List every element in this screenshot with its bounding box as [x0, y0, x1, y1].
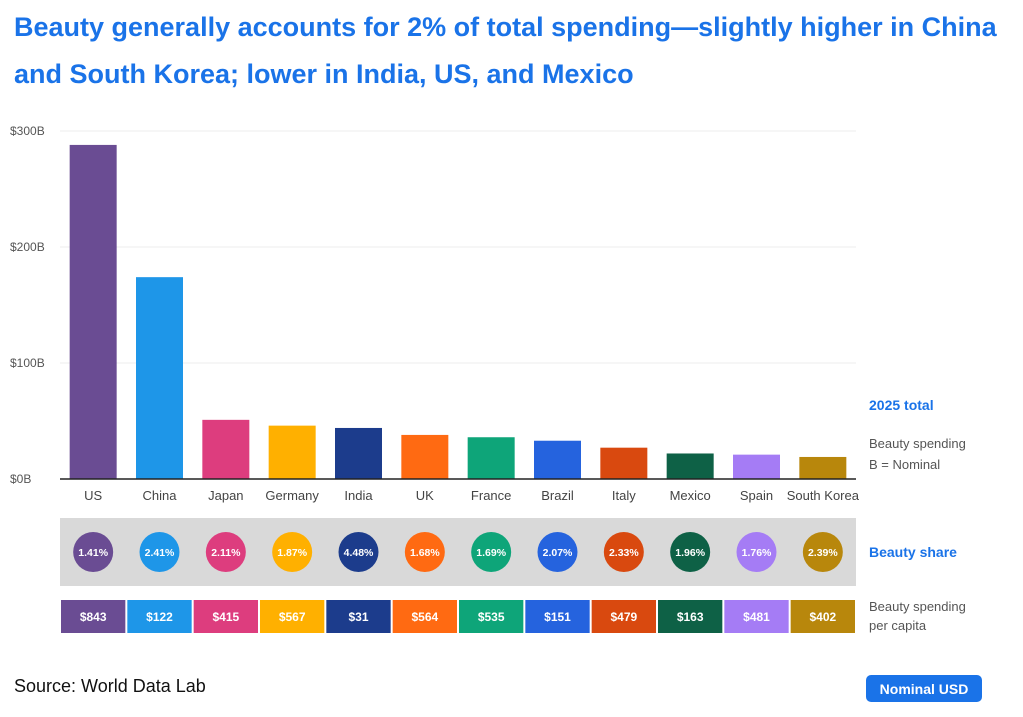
beauty-share-panel	[60, 518, 856, 586]
x-axis-labels: US China Japan Germany India UK France Brazil It…	[84, 488, 860, 503]
source-note: Source: World Data Lab	[14, 676, 206, 696]
bar-china	[136, 277, 183, 479]
x-tick-label: China	[143, 488, 178, 503]
bar-france	[467, 437, 515, 479]
legend-total-title: 2025 total	[869, 397, 934, 413]
beauty-share-value: 2.33%	[609, 547, 639, 559]
per-capita-value: $402	[809, 610, 836, 624]
beauty-share-value: 2.41%	[145, 547, 175, 559]
per-capita-value: $567	[279, 610, 306, 624]
per-capita-cell	[392, 600, 457, 633]
per-capita-cell	[591, 600, 656, 633]
beauty-share-circle	[603, 532, 644, 572]
page-title: Beauty generally accounts for 2% of tota…	[14, 12, 997, 89]
bar-japan	[202, 419, 250, 479]
y-tick-label: $0B	[10, 472, 31, 486]
beauty-share-value: 2.39%	[808, 547, 838, 559]
legend-share-title: Beauty share	[869, 544, 957, 560]
beauty-share-circle	[670, 532, 711, 572]
per-capita-cell	[260, 600, 325, 633]
x-tick-label: India	[344, 488, 373, 503]
per-capita-value: $415	[212, 610, 239, 624]
per-capita-cell	[724, 600, 789, 633]
x-tick-label: Brazil	[541, 488, 574, 503]
bar-germany	[268, 425, 316, 479]
beauty-share-circle	[73, 532, 114, 572]
beauty-share-value: 1.87%	[277, 547, 307, 559]
per-capita-cell	[658, 600, 723, 633]
legend-percap-line1: Beauty spending	[869, 599, 966, 614]
per-capita-value: $122	[146, 610, 173, 624]
bar-south-korea	[799, 456, 847, 479]
beauty-share-circle	[537, 532, 578, 572]
beauty-share-value: 1.41%	[78, 547, 108, 559]
beauty-share-value: 1.69%	[476, 547, 506, 559]
per-capita-value: $843	[80, 610, 107, 624]
per-capita-row: $843 $122 $415 $567 $31 $564 $535 $151 $479 $163 $…	[61, 600, 855, 633]
per-capita-cell	[326, 600, 391, 633]
beauty-share-value: 2.11%	[211, 547, 241, 559]
bar-mexico	[666, 453, 714, 479]
per-capita-cell	[61, 600, 126, 633]
beauty-share-value: 1.96%	[675, 547, 705, 559]
legend-percap-line2: per capita	[869, 618, 927, 633]
per-capita-cell	[193, 600, 258, 633]
per-capita-value: $481	[743, 610, 770, 624]
x-tick-label: Italy	[612, 488, 636, 503]
beauty-share-circle	[802, 532, 843, 572]
x-tick-label: Japan	[208, 488, 243, 503]
per-capita-value: $564	[411, 610, 438, 624]
y-tick-label: $100B	[10, 356, 45, 370]
nominal-usd-badge[interactable]: Nominal USD	[866, 675, 982, 702]
legend-total-line1: Beauty spending	[869, 436, 966, 451]
beauty-share-circle	[471, 532, 512, 572]
bar-brazil	[534, 440, 581, 479]
gridlines	[60, 130, 856, 364]
per-capita-cell	[525, 600, 590, 633]
x-tick-label: Spain	[740, 488, 773, 503]
x-tick-label: US	[84, 488, 102, 503]
per-capita-value: $163	[677, 610, 704, 624]
bar-india	[335, 427, 382, 479]
per-capita-cell	[790, 600, 855, 633]
beauty-share-circle	[736, 532, 777, 572]
beauty-share-circle	[205, 532, 246, 572]
beauty-share-value: 2.07%	[543, 547, 573, 559]
bar-us	[69, 144, 117, 480]
legend-total-line2: B = Nominal	[869, 457, 940, 472]
beauty-share-circle	[272, 532, 313, 572]
x-tick-label: France	[471, 488, 511, 503]
bar-spain	[733, 454, 780, 479]
bars	[69, 144, 847, 480]
legend: 2025 total Beauty spending B = Nominal B…	[869, 397, 966, 633]
y-axis-ticks: $0B $100B $200B $300B	[10, 124, 45, 486]
x-tick-label: Mexico	[670, 488, 711, 503]
per-capita-value: $151	[544, 610, 571, 624]
x-tick-label: UK	[416, 488, 434, 503]
beauty-share-circle	[338, 532, 379, 572]
x-tick-label: South Korea	[787, 488, 860, 503]
bar-italy	[600, 447, 648, 479]
beauty-share-value: 4.48%	[344, 547, 374, 559]
beauty-share-value: 1.68%	[410, 547, 440, 559]
per-capita-value: $31	[348, 610, 368, 624]
bar-uk	[401, 434, 449, 479]
y-tick-label: $200B	[10, 240, 45, 254]
beauty-share-circle	[139, 532, 180, 572]
per-capita-cell	[127, 600, 192, 633]
x-tick-label: Germany	[265, 488, 319, 503]
y-tick-label: $300B	[10, 124, 45, 138]
per-capita-value: $479	[610, 610, 637, 624]
beauty-share-row: 1.41% 2.41% 2.11% 1.87% 4.48% 1.68% 1.69% 2.07%…	[73, 532, 843, 572]
per-capita-cell	[459, 600, 524, 633]
per-capita-value: $535	[478, 610, 505, 624]
beauty-share-value: 1.76%	[742, 547, 772, 559]
beauty-share-circle	[404, 532, 445, 572]
